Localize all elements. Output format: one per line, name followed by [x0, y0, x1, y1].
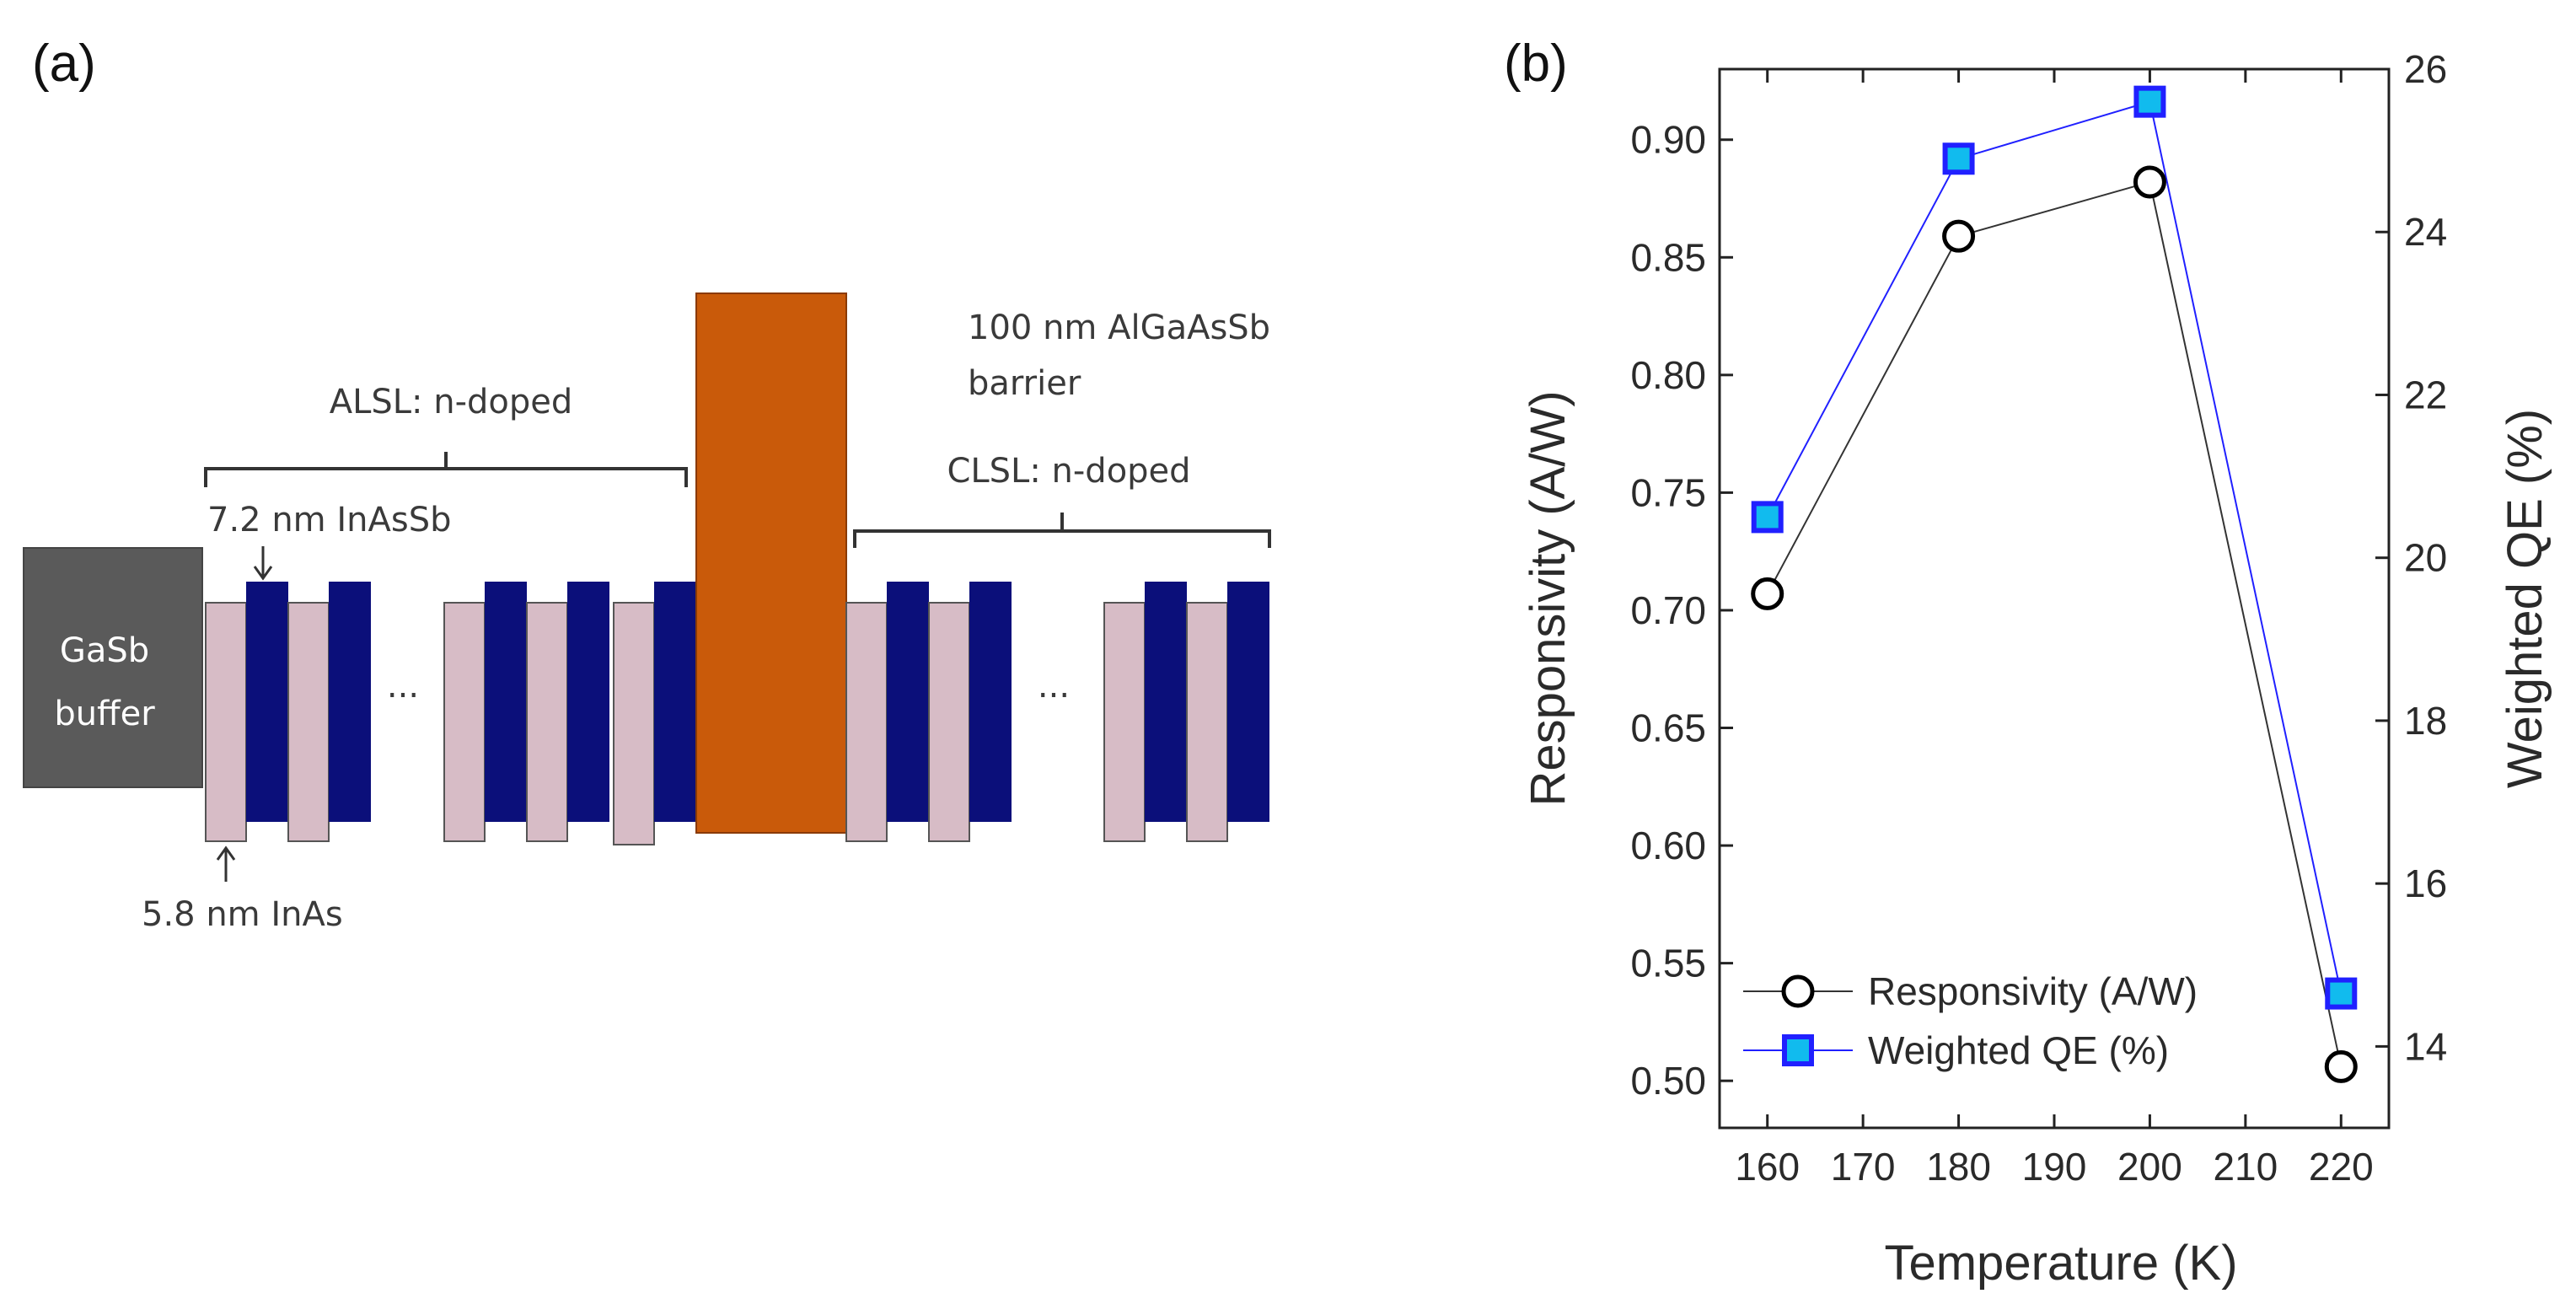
- clsl-bracket: [853, 513, 1271, 548]
- responsivity-point: [1942, 219, 1976, 253]
- inassb-thickness-label: 7.2 nm InAsSb: [207, 501, 452, 539]
- responsivity-point: [2133, 165, 2166, 199]
- responsivity-point: [1751, 577, 1784, 610]
- weighted-qe-point: [2325, 977, 2358, 1010]
- weighted-qe-point: [1751, 501, 1784, 534]
- y-axis-left-ticks: 0.50 0.55 0.60 0.65 0.70 0.75 0.80 0.85 0.90: [1630, 118, 1733, 1103]
- legend-label-weighted-qe: Weighted QE (%): [1868, 1028, 2169, 1072]
- alsl-bracket: [204, 452, 688, 487]
- y-tick-label: 0.85: [1630, 235, 1706, 279]
- inas-layer: [443, 602, 486, 842]
- clsl-label: CLSL: n-doped: [947, 452, 1190, 491]
- inas-arrow: [216, 845, 236, 882]
- y-tick-label: 0.70: [1630, 588, 1706, 632]
- y-tick-label: 0.65: [1630, 706, 1706, 750]
- inassb-layer: [1145, 582, 1187, 822]
- x-tick-label: 190: [2022, 1145, 2087, 1189]
- x-tick-label: 160: [1735, 1145, 1800, 1189]
- y-right-tick-label: 18: [2404, 699, 2447, 743]
- alsl-layers-left: [205, 582, 371, 842]
- x-tick-label: 210: [2213, 1145, 2278, 1189]
- inas-layer: [613, 602, 655, 845]
- responsivity-line: [1766, 180, 2343, 1067]
- x-tick-label: 180: [1926, 1145, 1991, 1189]
- responsivity-point: [2324, 1049, 2358, 1083]
- panel-a: (a) GaSb buffer ...: [23, 35, 1271, 934]
- inas-layer: [845, 602, 888, 842]
- inas-layer: [928, 602, 970, 842]
- legend-marker-weighted-qe: [1782, 1034, 1814, 1066]
- clsl-ellipsis: ...: [1038, 667, 1070, 706]
- panel-b: (b) 160 170 180 190 200 210 220 0.500.550.600.…: [1504, 35, 2552, 1291]
- y-right-tick-label: 14: [2404, 1024, 2447, 1068]
- legend: Responsivity (A/W) Weighted QE (%): [1743, 969, 2198, 1072]
- alsl-label: ALSL: n-doped: [330, 383, 573, 421]
- series-layer: [1751, 85, 2358, 1083]
- y-right-tick-label: 26: [2404, 47, 2447, 91]
- y-tick-label: 0.50: [1630, 1059, 1706, 1103]
- clsl-layers-right: [1103, 582, 1269, 842]
- inas-layer: [526, 602, 568, 842]
- x-tick-label: 170: [1831, 1145, 1896, 1189]
- x-tick-label: 200: [2117, 1145, 2182, 1189]
- y-tick-label: 0.90: [1630, 118, 1706, 162]
- buffer-label-line2: buffer: [54, 695, 155, 733]
- weighted-qe-point: [1942, 142, 1975, 175]
- inas-layer: [287, 602, 330, 842]
- y-tick-label: 0.55: [1630, 942, 1706, 985]
- x-tick-label: 220: [2309, 1145, 2374, 1189]
- y-right-tick-label: 16: [2404, 861, 2447, 905]
- y-axis-left-title: Responsivity (A/W): [1521, 390, 1575, 806]
- panel-a-label: (a): [32, 35, 96, 93]
- inassb-layer: [654, 582, 696, 822]
- y-tick-label: 0.75: [1630, 470, 1706, 514]
- inas-layer: [1103, 602, 1146, 842]
- x-axis-ticks: 160 170 180 190 200 210 220: [1735, 69, 2374, 1189]
- y-tick-label: 0.80: [1630, 353, 1706, 397]
- inas-layer: [1186, 602, 1228, 842]
- y-axis-right-title: Weighted QE (%): [2498, 409, 2552, 788]
- legend-label-responsivity: Responsivity (A/W): [1868, 969, 2198, 1013]
- inassb-layer: [567, 582, 609, 822]
- algaassb-barrier-block: [695, 293, 847, 834]
- inassb-layer: [485, 582, 527, 822]
- y-right-tick-label: 20: [2404, 536, 2447, 580]
- y-axis-right-ticks: 14 16 18 20 22 24 26: [2375, 47, 2447, 1068]
- panel-b-label: (b): [1504, 35, 1568, 93]
- y-right-tick-label: 24: [2404, 210, 2447, 254]
- legend-marker-responsivity: [1781, 974, 1815, 1008]
- barrier-label-line2: barrier: [968, 364, 1081, 403]
- buffer-label-line1: GaSb: [60, 631, 149, 670]
- inas-layer: [205, 602, 247, 842]
- inassb-arrow: [253, 546, 273, 581]
- y-tick-label: 0.60: [1630, 824, 1706, 867]
- clsl-layers-left: [845, 582, 1012, 842]
- inas-thickness-label: 5.8 nm InAs: [142, 895, 343, 934]
- y-right-tick-label: 22: [2404, 373, 2447, 416]
- inassb-layer: [246, 582, 288, 822]
- inassb-layer: [329, 582, 371, 822]
- weighted-qe-point: [2133, 85, 2166, 118]
- barrier-label-line1: 100 nm AlGaAsSb: [968, 309, 1270, 347]
- inassb-layer: [887, 582, 929, 822]
- gasb-buffer-block: [23, 547, 203, 788]
- alsl-ellipsis: ...: [387, 667, 419, 706]
- inassb-layer: [969, 582, 1012, 822]
- alsl-layers-right: [443, 582, 696, 845]
- inassb-layer: [1227, 582, 1269, 822]
- x-axis-title: Temperature (K): [1884, 1236, 2237, 1291]
- weighted-qe-line: [1766, 100, 2343, 994]
